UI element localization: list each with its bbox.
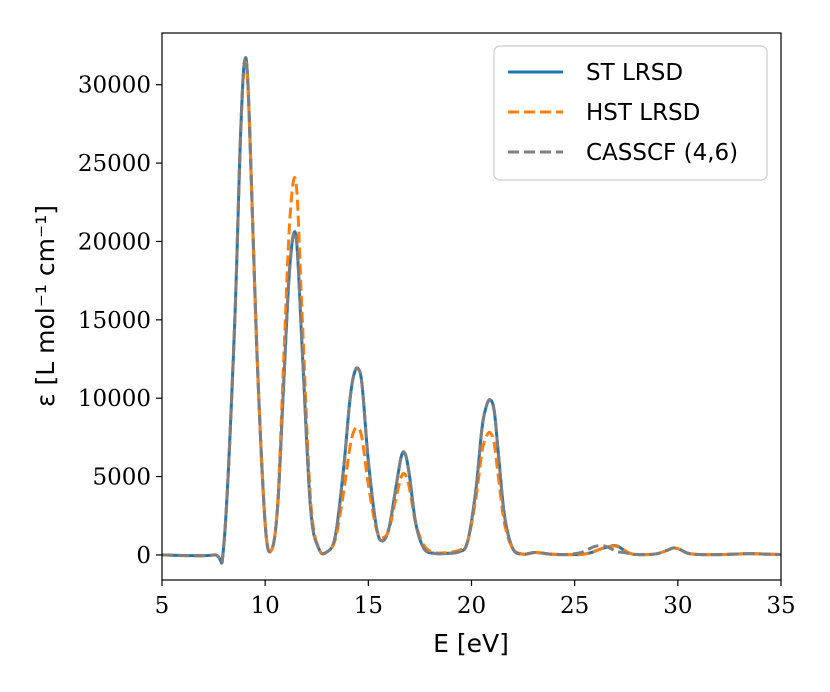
series-line-2 bbox=[161, 56, 782, 565]
y-tick-label: 10000 bbox=[78, 386, 151, 412]
x-tick-label: 5 bbox=[155, 593, 170, 619]
y-tick-label: 0 bbox=[136, 543, 151, 569]
x-tick-label: 25 bbox=[560, 593, 589, 619]
y-tick-label: 15000 bbox=[78, 308, 151, 334]
x-axis-label: E [eV] bbox=[433, 629, 509, 658]
legend-label-1: HST LRSD bbox=[586, 100, 700, 126]
x-tick-label: 20 bbox=[457, 593, 486, 619]
y-tick-label: 5000 bbox=[92, 465, 151, 491]
x-tick-label: 15 bbox=[354, 593, 383, 619]
y-tick-label: 25000 bbox=[78, 151, 151, 177]
legend-label-0: ST LRSD bbox=[586, 60, 683, 86]
y-tick-label: 20000 bbox=[78, 229, 151, 255]
legend-label-2: CASSCF (4,6) bbox=[586, 140, 738, 166]
ticks-layer: 5 10 15 20 25 30 35 0 5000 10000 15000 20000 25000 30… bbox=[78, 73, 796, 619]
series-layer bbox=[161, 56, 782, 565]
y-tick-label: 30000 bbox=[78, 73, 151, 99]
y-axis-label: ε [L mol⁻¹ cm⁻¹] bbox=[31, 205, 60, 407]
x-tick-label: 35 bbox=[766, 593, 795, 619]
legend: ST LRSD HST LRSD CASSCF (4,6) bbox=[493, 45, 768, 181]
legend-box bbox=[493, 45, 768, 181]
x-tick-label: 10 bbox=[251, 593, 280, 619]
x-tick-label: 30 bbox=[663, 593, 692, 619]
